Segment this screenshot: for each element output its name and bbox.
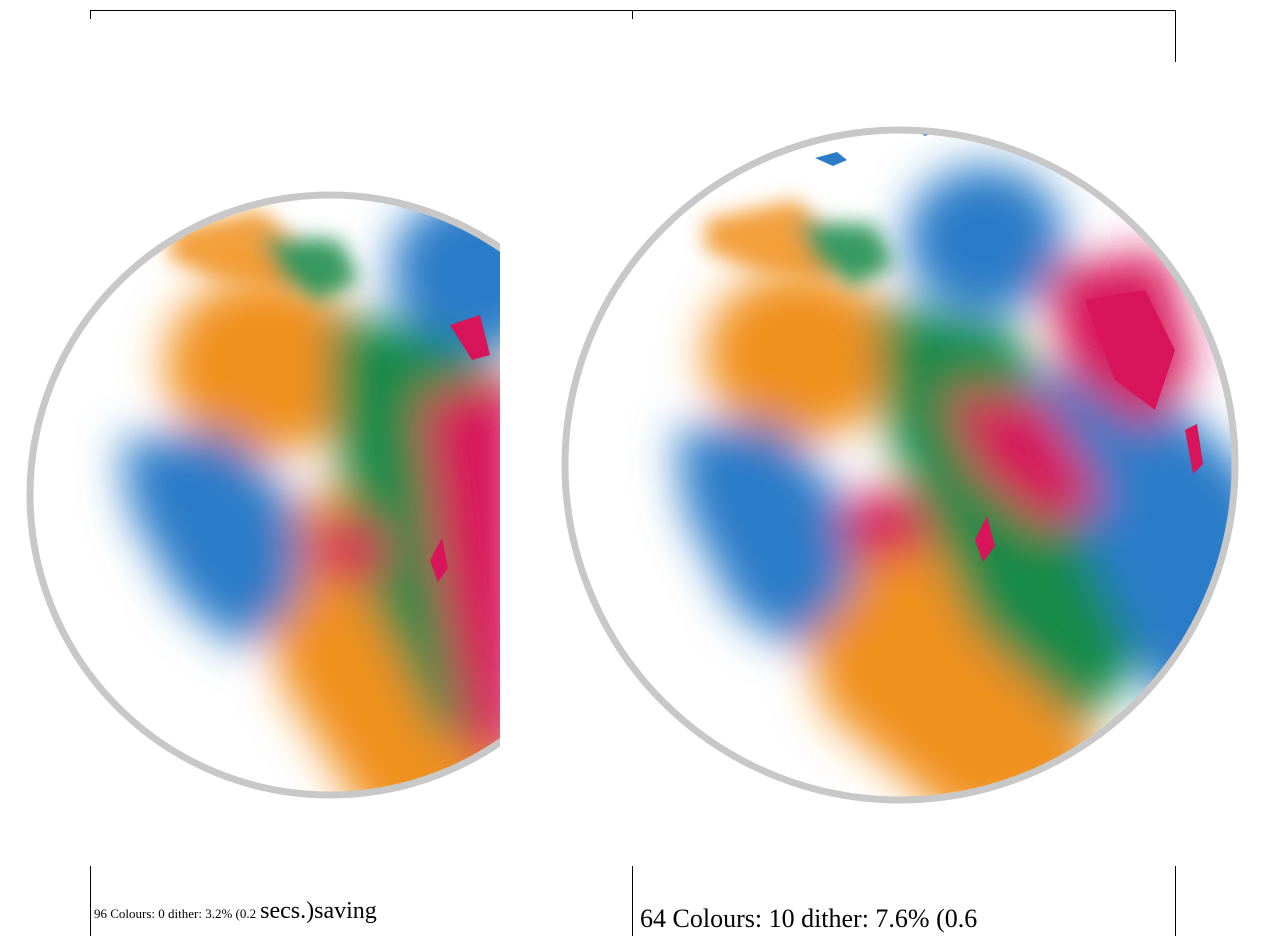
left-bottom-rule	[90, 866, 91, 936]
left-caption-small-text: 96 Colours: 0 dither: 3.2% (0.2	[94, 906, 257, 921]
right-caption: 64 Colours: 10 dither: 7.6% (0.6	[640, 904, 977, 934]
globe-image-96-colours	[0, 40, 500, 820]
left-top-tick	[90, 10, 91, 19]
right-caption-text: 64 Colours: 10 dither: 7.6% (0.6	[640, 904, 978, 933]
right-bottom-rule	[1175, 866, 1176, 936]
left-caption: 96 Colours: 0 dither: 3.2% (0.2 secs.)sa…	[94, 898, 377, 925]
right-top-rule	[1175, 10, 1176, 62]
middle-top-tick	[632, 10, 633, 19]
middle-bottom-rule	[632, 866, 633, 936]
globe-image-64-colours	[545, 70, 1255, 815]
left-caption-large-text: secs.)saving	[260, 898, 377, 924]
top-rule	[90, 10, 1176, 11]
